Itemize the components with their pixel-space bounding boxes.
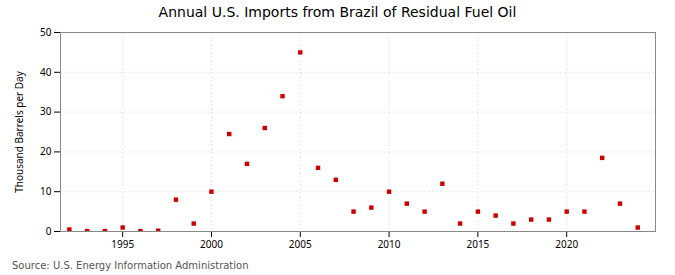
svg-text:2005: 2005 <box>289 237 312 251</box>
svg-text:2015: 2015 <box>466 237 489 251</box>
svg-text:10: 10 <box>40 184 52 198</box>
svg-text:Thousand Barrels per Day: Thousand Barrels per Day <box>12 70 26 193</box>
html-text:Source: U.S. Energy Informatio: Source: U.S. Energy Information Administ… <box>12 260 249 271</box>
svg-text:2000: 2000 <box>200 237 223 251</box>
svg-text:40: 40 <box>40 65 52 79</box>
svg-text:20: 20 <box>40 144 52 158</box>
svg-text:2010: 2010 <box>378 237 401 251</box>
svg-text:1995: 1995 <box>111 237 134 251</box>
svg-text:2020: 2020 <box>555 237 578 251</box>
svg-text:0: 0 <box>46 224 52 238</box>
svg-text:50: 50 <box>40 25 52 39</box>
html-text:Annual U.S. Imports from Brazi: Annual U.S. Imports from Brazil of Resid… <box>158 4 517 20</box>
svg-text:30: 30 <box>40 104 52 118</box>
